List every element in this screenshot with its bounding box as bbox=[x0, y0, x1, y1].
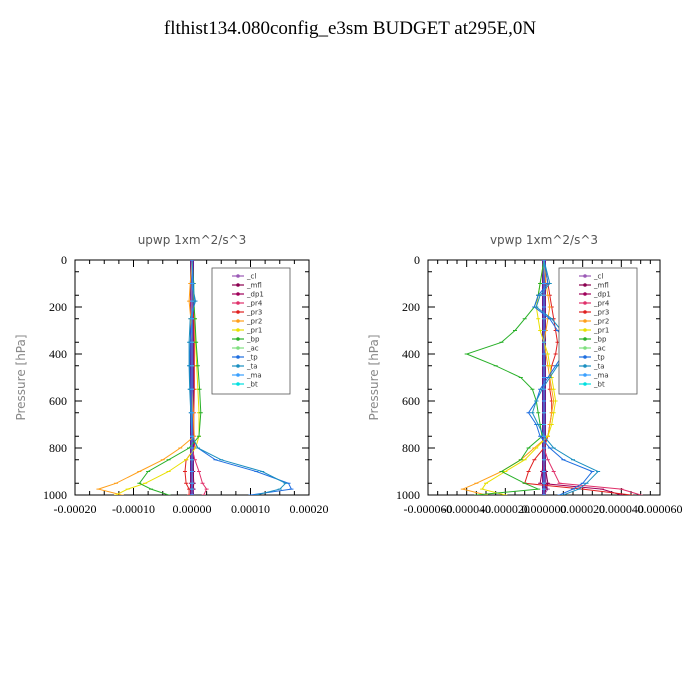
x-tick-label: 0.000060 bbox=[638, 502, 683, 516]
legend-marker_bp bbox=[236, 337, 240, 341]
series-line_pr2 bbox=[96, 260, 195, 495]
x-tick-label: -0.00020 bbox=[54, 502, 97, 516]
legend-marker_pr1 bbox=[583, 328, 587, 332]
legend-label_bt: _bt bbox=[593, 381, 605, 389]
y-tick-label: 200 bbox=[402, 300, 420, 314]
legend-label_ma: _ma bbox=[246, 372, 262, 380]
x-tick-label: -0.000040 bbox=[442, 502, 491, 516]
y-tick-label: 400 bbox=[49, 347, 67, 361]
legend-marker_pr4 bbox=[236, 301, 240, 305]
legend-label_ac: _ac bbox=[593, 345, 606, 353]
y-tick-label: 1000 bbox=[396, 488, 420, 502]
legend-marker_cl bbox=[583, 274, 587, 278]
x-tick-label: -0.000020 bbox=[481, 502, 530, 516]
series-group bbox=[96, 260, 294, 495]
y-tick-label: 600 bbox=[49, 394, 67, 408]
legend-marker_pr2 bbox=[236, 319, 240, 323]
y-axis-label: Pressure [hPa] bbox=[367, 334, 381, 420]
legend-marker_dp1 bbox=[583, 292, 587, 296]
legend-marker_ma bbox=[583, 373, 587, 377]
y-tick-label: 1000 bbox=[43, 488, 67, 502]
legend: _cl_mfl_dp1_pr4_pr3_pr2_pr1_bp_ac_tp_ta_… bbox=[558, 267, 638, 395]
legend-marker_pr2 bbox=[583, 319, 587, 323]
legend-label_pr4: _pr4 bbox=[593, 300, 610, 308]
legend-marker_ma bbox=[236, 373, 240, 377]
legend-marker_pr3 bbox=[583, 310, 587, 314]
y-tick-label: 800 bbox=[402, 441, 420, 455]
x-tick-label: 0.000020 bbox=[560, 502, 605, 516]
legend-marker_ta bbox=[236, 364, 240, 368]
y-tick-label: 0 bbox=[414, 253, 420, 267]
legend-label_dp1: _dp1 bbox=[593, 291, 611, 299]
legend-label_pr4: _pr4 bbox=[246, 300, 263, 308]
y-axis-label: Pressure [hPa] bbox=[14, 334, 28, 420]
x-tick-label: -0.00010 bbox=[112, 502, 155, 516]
y-tick-label: 200 bbox=[49, 300, 67, 314]
legend-marker_ta bbox=[583, 364, 587, 368]
series-group bbox=[460, 260, 643, 495]
legend-label_pr3: _pr3 bbox=[246, 309, 262, 317]
legend-label_pr1: _pr1 bbox=[246, 327, 262, 335]
x-tick-label: 0.00010 bbox=[231, 502, 270, 516]
legend-label_tp: _tp bbox=[246, 354, 258, 362]
legend-marker_bt bbox=[583, 382, 587, 386]
legend-label_mfl: _mfl bbox=[593, 282, 609, 290]
panel-2: vpwp 1xm^2/s^3 Pressure [hPa] 0 200 400 600 80… bbox=[367, 233, 683, 516]
legend-marker_ac bbox=[236, 346, 240, 350]
legend-label_bp: _bp bbox=[593, 336, 607, 344]
x-tick-label: 0.00020 bbox=[290, 502, 329, 516]
x-tick-label: 0.00000 bbox=[173, 502, 212, 516]
legend-marker_pr4 bbox=[583, 301, 587, 305]
legend-label_ma: _ma bbox=[593, 372, 609, 380]
y-tick-label: 600 bbox=[402, 394, 420, 408]
legend-marker_pr3 bbox=[236, 310, 240, 314]
legend-marker_pr1 bbox=[236, 328, 240, 332]
legend-label_ta: _ta bbox=[593, 363, 605, 371]
legend-label_mfl: _mfl bbox=[246, 282, 262, 290]
x-tick-label: 0.000040 bbox=[599, 502, 644, 516]
legend-marker_ac bbox=[583, 346, 587, 350]
panel-1: upwp 1xm^2/s^3 Pressure [hPa] 0 200 400 600 80… bbox=[14, 233, 329, 516]
legend-label_pr2: _pr2 bbox=[246, 318, 262, 326]
panel-title: vpwp 1xm^2/s^3 bbox=[490, 233, 598, 247]
legend-label_pr1: _pr1 bbox=[593, 327, 609, 335]
y-tick-label: 800 bbox=[49, 441, 67, 455]
legend-marker_mfl bbox=[583, 283, 587, 287]
legend-label_cl: _cl bbox=[593, 273, 603, 281]
y-tick-label: 0 bbox=[61, 253, 67, 267]
legend-marker_bt bbox=[236, 382, 240, 386]
legend-marker_tp bbox=[236, 355, 240, 359]
legend-label_ta: _ta bbox=[246, 363, 258, 371]
legend-label_bp: _bp bbox=[246, 336, 260, 344]
legend-marker_bp bbox=[583, 337, 587, 341]
legend-marker_cl bbox=[236, 274, 240, 278]
legend-label_dp1: _dp1 bbox=[246, 291, 264, 299]
legend: _cl_mfl_dp1_pr4_pr3_pr2_pr1_bp_ac_tp_ta_… bbox=[211, 267, 291, 395]
legend-label_pr3: _pr3 bbox=[593, 309, 609, 317]
page-title: flthist134.080config_e3sm BUDGET at295E,… bbox=[163, 18, 537, 39]
legend-marker_mfl bbox=[236, 283, 240, 287]
legend-label_tp: _tp bbox=[593, 354, 605, 362]
legend-marker_tp bbox=[583, 355, 587, 359]
panel-title: upwp 1xm^2/s^3 bbox=[138, 233, 247, 247]
legend-label_bt: _bt bbox=[246, 381, 258, 389]
legend-box bbox=[558, 267, 638, 395]
legend-label_cl: _cl bbox=[246, 273, 256, 281]
legend-label_pr2: _pr2 bbox=[593, 318, 609, 326]
legend-box bbox=[211, 267, 291, 395]
legend-marker_dp1 bbox=[236, 292, 240, 296]
legend-label_ac: _ac bbox=[246, 345, 259, 353]
x-tick-label: -0.000060 bbox=[404, 502, 453, 516]
x-tick-label: 0.000000 bbox=[522, 502, 567, 516]
y-tick-label: 400 bbox=[402, 347, 420, 361]
